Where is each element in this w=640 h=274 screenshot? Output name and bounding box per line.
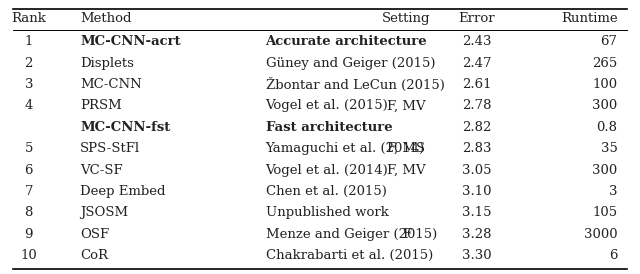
Text: MC-CNN: MC-CNN bbox=[80, 78, 141, 91]
Text: 3.15: 3.15 bbox=[462, 206, 492, 219]
Text: MC-CNN-acrt: MC-CNN-acrt bbox=[80, 35, 180, 48]
Text: JSOSM: JSOSM bbox=[80, 206, 128, 219]
Text: F, MV: F, MV bbox=[387, 164, 426, 177]
Text: 3: 3 bbox=[609, 185, 618, 198]
Text: 3000: 3000 bbox=[584, 228, 618, 241]
Text: F, MS: F, MS bbox=[387, 142, 426, 155]
Text: Güney and Geiger (2015): Güney and Geiger (2015) bbox=[266, 57, 435, 70]
Text: 2.78: 2.78 bbox=[462, 99, 492, 112]
Text: 1: 1 bbox=[24, 35, 33, 48]
Text: 5: 5 bbox=[24, 142, 33, 155]
Text: Runtime: Runtime bbox=[561, 12, 618, 25]
Text: 2.47: 2.47 bbox=[462, 57, 492, 70]
Text: MC-CNN-fst: MC-CNN-fst bbox=[80, 121, 170, 134]
Text: CoR: CoR bbox=[80, 249, 108, 262]
Text: Error: Error bbox=[458, 12, 495, 25]
Text: 3: 3 bbox=[24, 78, 33, 91]
Text: Setting: Setting bbox=[382, 12, 431, 25]
Text: Yamaguchi et al. (2014): Yamaguchi et al. (2014) bbox=[266, 142, 425, 155]
Text: Accurate architecture: Accurate architecture bbox=[266, 35, 428, 48]
Text: 8: 8 bbox=[24, 206, 33, 219]
Text: Vogel et al. (2015): Vogel et al. (2015) bbox=[266, 99, 388, 112]
Text: Chakrabarti et al. (2015): Chakrabarti et al. (2015) bbox=[266, 249, 433, 262]
Text: 3.28: 3.28 bbox=[462, 228, 492, 241]
Text: 300: 300 bbox=[593, 99, 618, 112]
Text: 3.05: 3.05 bbox=[462, 164, 492, 177]
Text: 2.82: 2.82 bbox=[462, 121, 492, 134]
Text: 9: 9 bbox=[24, 228, 33, 241]
Text: 2.83: 2.83 bbox=[462, 142, 492, 155]
Text: Rank: Rank bbox=[12, 12, 46, 25]
Text: F, MV: F, MV bbox=[387, 99, 426, 112]
Text: Unpublished work: Unpublished work bbox=[266, 206, 388, 219]
Text: Žbontar and LeCun (2015): Žbontar and LeCun (2015) bbox=[266, 78, 444, 92]
Text: PRSM: PRSM bbox=[80, 99, 122, 112]
Text: Method: Method bbox=[80, 12, 131, 25]
Text: 67: 67 bbox=[600, 35, 618, 48]
Text: SPS-StFl: SPS-StFl bbox=[80, 142, 140, 155]
Text: 300: 300 bbox=[593, 164, 618, 177]
Text: 10: 10 bbox=[20, 249, 37, 262]
Text: Displets: Displets bbox=[80, 57, 134, 70]
Text: 35: 35 bbox=[601, 142, 618, 155]
Text: F: F bbox=[402, 228, 411, 241]
Text: Menze and Geiger (2015): Menze and Geiger (2015) bbox=[266, 228, 437, 241]
Text: Vogel et al. (2014): Vogel et al. (2014) bbox=[266, 164, 388, 177]
Text: 2.61: 2.61 bbox=[462, 78, 492, 91]
Text: 3.30: 3.30 bbox=[462, 249, 492, 262]
Text: Fast architecture: Fast architecture bbox=[266, 121, 392, 134]
Text: 6: 6 bbox=[24, 164, 33, 177]
Text: 105: 105 bbox=[593, 206, 618, 219]
Text: Chen et al. (2015): Chen et al. (2015) bbox=[266, 185, 387, 198]
Text: 2: 2 bbox=[24, 57, 33, 70]
Text: 7: 7 bbox=[24, 185, 33, 198]
Text: OSF: OSF bbox=[80, 228, 109, 241]
Text: 4: 4 bbox=[24, 99, 33, 112]
Text: Deep Embed: Deep Embed bbox=[80, 185, 166, 198]
Text: VC-SF: VC-SF bbox=[80, 164, 123, 177]
Text: 0.8: 0.8 bbox=[596, 121, 618, 134]
Text: 6: 6 bbox=[609, 249, 618, 262]
Text: 100: 100 bbox=[593, 78, 618, 91]
Text: 265: 265 bbox=[593, 57, 618, 70]
Text: 2.43: 2.43 bbox=[462, 35, 492, 48]
Text: 3.10: 3.10 bbox=[462, 185, 492, 198]
